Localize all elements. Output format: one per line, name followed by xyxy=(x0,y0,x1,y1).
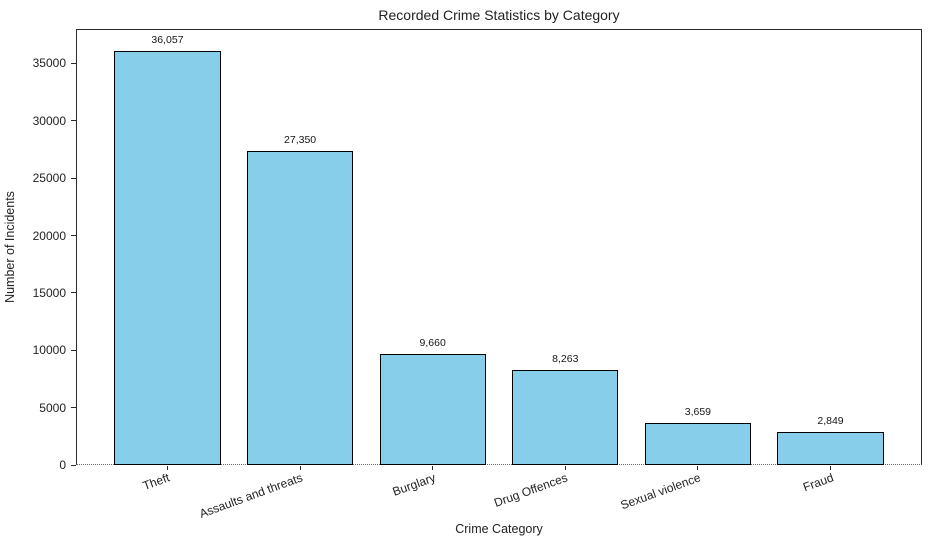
bar xyxy=(777,432,884,465)
bar xyxy=(114,51,221,465)
y-tick-label: 10000 xyxy=(32,343,66,358)
y-tick-label: 30000 xyxy=(32,113,66,128)
y-tick-label: 0 xyxy=(59,458,66,472)
bar-value-label: 27,350 xyxy=(284,134,317,147)
y-tick-label: 20000 xyxy=(32,228,66,243)
x-tick-label: Drug Offences xyxy=(492,470,570,510)
y-tick-mark xyxy=(71,62,76,64)
chart-title: Recorded Crime Statistics by Category xyxy=(378,7,620,23)
y-tick-label: 5000 xyxy=(39,400,66,415)
x-tick-mark xyxy=(166,466,168,470)
bar-value-label: 9,660 xyxy=(419,337,446,350)
y-tick-mark xyxy=(71,120,76,122)
y-tick-mark xyxy=(71,407,76,409)
x-axis-label: Crime Category xyxy=(455,522,543,536)
x-tick-label: Theft xyxy=(141,470,172,493)
y-tick-mark xyxy=(71,349,76,351)
bar-value-label: 36,057 xyxy=(151,34,184,47)
bar-value-label: 3,659 xyxy=(684,406,712,419)
bar-value-label: 2,849 xyxy=(817,415,844,428)
x-tick-mark xyxy=(697,466,699,470)
bar xyxy=(644,423,751,465)
bar xyxy=(512,370,619,465)
y-tick-mark xyxy=(71,177,76,179)
y-tick-mark xyxy=(71,292,76,294)
x-tick-label: Burglary xyxy=(390,470,438,499)
x-tick-label: Assaults and threats xyxy=(197,470,305,521)
x-tick-label: Fraud xyxy=(800,470,835,495)
x-tick-label: Sexual violence xyxy=(618,470,703,513)
bar xyxy=(379,354,486,465)
x-tick-mark xyxy=(432,466,434,470)
y-tick-label: 35000 xyxy=(32,56,66,71)
y-tick-mark xyxy=(71,464,76,466)
x-tick-mark xyxy=(830,466,831,470)
x-tick-mark xyxy=(299,466,301,470)
y-tick-label: 25000 xyxy=(32,171,66,186)
y-tick-label: 15000 xyxy=(32,285,66,300)
y-tick-mark xyxy=(71,235,76,237)
bar-value-label: 8,263 xyxy=(552,353,579,366)
bar xyxy=(247,151,354,465)
x-tick-mark xyxy=(564,466,566,470)
